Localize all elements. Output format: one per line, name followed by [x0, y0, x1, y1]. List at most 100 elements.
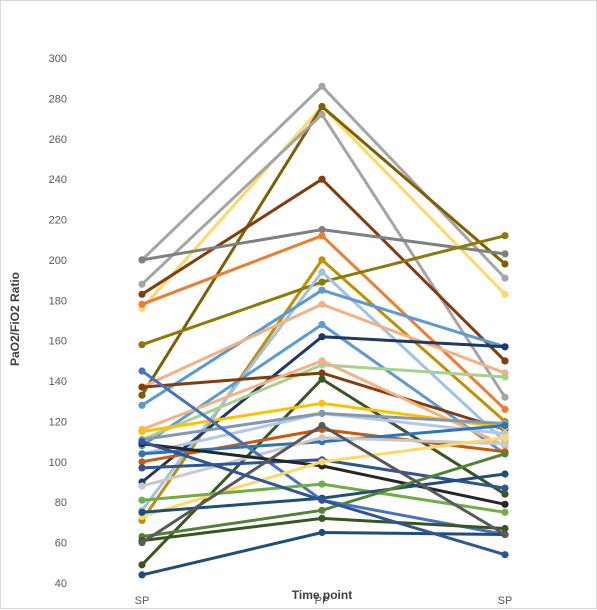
series-33	[138, 528, 509, 579]
data-point	[501, 551, 509, 559]
series-31	[138, 450, 509, 541]
data-point	[138, 256, 146, 264]
data-point	[501, 373, 509, 381]
series-9	[138, 232, 509, 349]
data-point	[138, 391, 146, 399]
y-tick-label: 100	[49, 457, 67, 469]
y-tick-label: 280	[49, 93, 67, 105]
y-tick-label: 200	[49, 255, 67, 267]
data-point	[318, 480, 326, 488]
data-point	[318, 506, 326, 514]
data-point	[318, 399, 326, 407]
data-point	[318, 286, 326, 294]
data-point	[501, 232, 509, 240]
x-axis: SP PP SP	[135, 595, 513, 607]
data-point	[318, 434, 326, 442]
data-point	[501, 290, 509, 298]
data-point	[501, 470, 509, 478]
data-point	[318, 300, 326, 308]
data-point	[501, 343, 509, 351]
data-point	[138, 300, 146, 308]
data-point	[138, 571, 146, 579]
x-tick-label: PP	[315, 595, 330, 607]
data-point	[501, 357, 509, 365]
data-point	[318, 82, 326, 90]
data-point	[318, 421, 326, 430]
data-point	[138, 464, 146, 472]
data-point	[501, 405, 509, 413]
data-point	[501, 393, 509, 401]
data-point	[138, 290, 146, 298]
data-point	[501, 421, 509, 430]
y-tick-label: 140	[49, 376, 67, 388]
data-point	[138, 482, 146, 490]
data-point	[138, 458, 146, 466]
y-tick-label: 80	[55, 497, 67, 509]
data-point	[501, 484, 509, 492]
data-point	[318, 496, 326, 504]
data-point	[318, 256, 326, 264]
series-29	[138, 480, 509, 516]
series-35	[138, 438, 509, 559]
data-point	[138, 383, 146, 391]
data-point	[501, 530, 509, 539]
data-point	[318, 357, 326, 365]
data-point	[501, 508, 509, 516]
series-28	[138, 434, 509, 520]
data-point	[138, 561, 146, 569]
series-group	[138, 82, 509, 579]
data-point	[318, 278, 326, 286]
x-axis-title: Time point	[292, 588, 352, 602]
y-tick-label: 120	[49, 416, 67, 428]
data-point	[138, 341, 146, 349]
data-point	[318, 333, 326, 341]
data-point	[318, 375, 326, 383]
data-point	[318, 110, 326, 119]
data-point	[318, 458, 326, 466]
data-point	[318, 268, 326, 276]
data-point	[501, 434, 509, 442]
data-point	[501, 250, 509, 258]
y-tick-label: 60	[55, 538, 67, 550]
data-point	[318, 320, 326, 329]
y-tick-label: 300	[49, 53, 67, 65]
data-point	[318, 175, 326, 183]
data-point	[318, 409, 326, 417]
data-point	[501, 274, 509, 282]
data-point	[501, 500, 509, 508]
series-3	[138, 102, 509, 399]
x-tick-label: SP	[498, 595, 513, 607]
data-point	[318, 226, 326, 234]
y-axis: 40 60 80 100 120 140 160 180 200 220 240 260 280 300	[49, 53, 67, 590]
data-point	[138, 450, 146, 458]
data-point	[138, 367, 146, 375]
data-point	[318, 369, 326, 377]
data-point	[138, 280, 146, 288]
y-tick-label: 240	[49, 174, 67, 186]
data-point	[138, 508, 146, 516]
series-5	[138, 175, 509, 365]
y-axis-title: PaO2/FiO2 Ratio	[8, 272, 22, 366]
data-point	[501, 260, 509, 268]
y-tick-label: 260	[49, 134, 67, 146]
series-line	[140, 113, 507, 399]
data-point	[318, 528, 326, 537]
data-point	[138, 438, 146, 446]
series-24	[138, 434, 509, 490]
series-34	[138, 421, 509, 547]
data-point	[318, 232, 326, 240]
x-tick-label: SP	[135, 595, 150, 607]
data-point	[318, 102, 326, 111]
y-tick-label: 40	[55, 578, 67, 590]
series-4	[138, 110, 509, 401]
data-point	[318, 514, 326, 523]
data-point	[138, 496, 146, 504]
data-point	[501, 524, 509, 533]
data-point	[501, 440, 509, 448]
series-6	[138, 226, 509, 264]
data-point	[138, 539, 146, 547]
y-tick-label: 160	[49, 336, 67, 348]
data-point	[138, 428, 146, 436]
